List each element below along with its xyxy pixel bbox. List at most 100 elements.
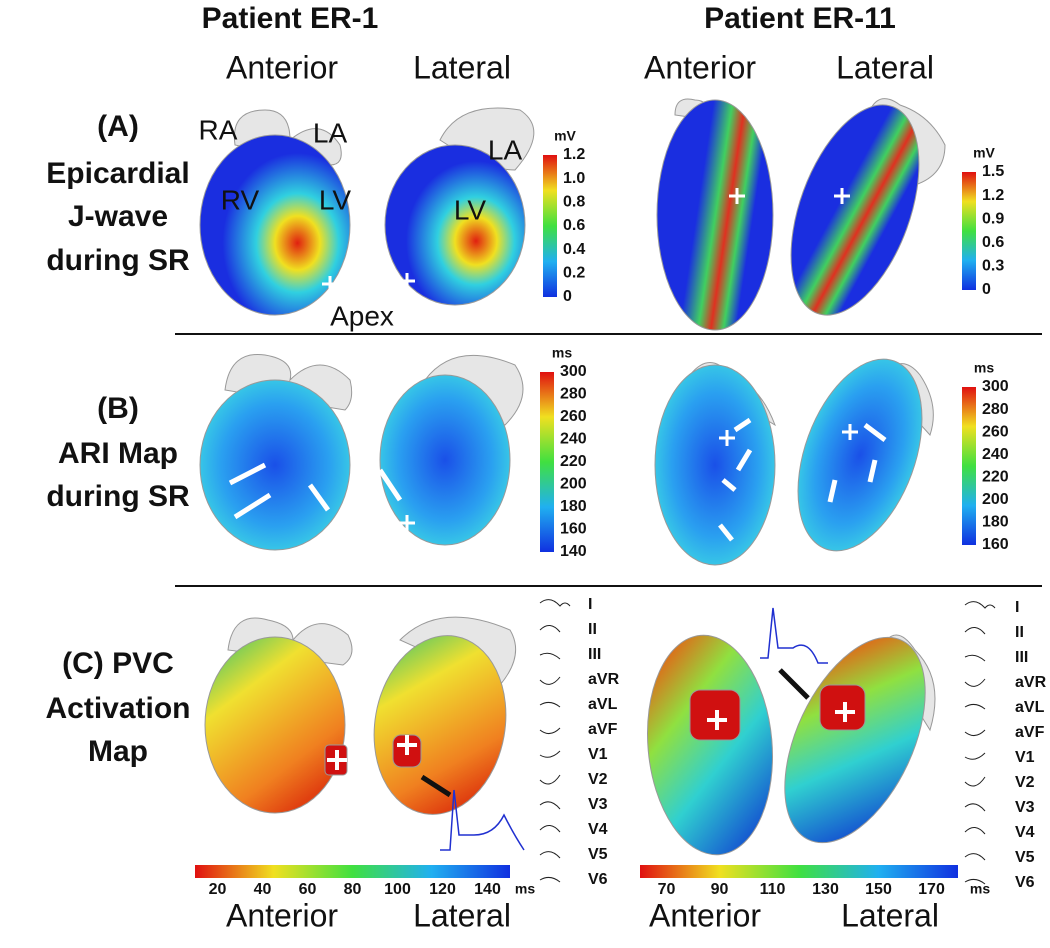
colorbar-tick-label: 140	[560, 543, 587, 560]
view-label: Lateral	[413, 897, 511, 933]
view-label: Anterior	[644, 49, 756, 85]
anatomy-label: LA	[313, 117, 348, 148]
colorbar	[640, 865, 958, 878]
lead-label: V5	[588, 846, 608, 863]
view-label: Lateral	[836, 49, 934, 85]
colorbar-tick-label: 110	[760, 881, 786, 898]
view-label: Anterior	[649, 897, 761, 933]
colorbar-tick-label: 80	[344, 881, 362, 898]
lead-label: aVR	[588, 671, 620, 688]
row-label: during SR	[46, 480, 190, 513]
anatomy-label: LA	[488, 134, 523, 165]
colorbar-tick-label: 0.3	[982, 258, 1004, 275]
colorbar-tick-label: 200	[560, 476, 587, 493]
lead-label: V4	[588, 821, 608, 838]
colorbar-tick-label: 300	[560, 363, 587, 380]
colorbar-tick-label: 1.0	[563, 170, 585, 187]
colorbar-tick-label: 150	[865, 881, 892, 898]
colorbar-tick-label: 40	[254, 881, 272, 898]
arrows	[228, 417, 887, 542]
colorbar-tick-label: 140	[474, 881, 501, 898]
anatomy-label: LV	[319, 184, 351, 215]
colorbar-tick-label: 1.2	[982, 187, 1004, 204]
view-label: Lateral	[413, 49, 511, 85]
colorbar-tick-label: 90	[711, 881, 729, 898]
patient-title: Patient ER-1	[202, 2, 379, 35]
colorbar-tick-label: 0.9	[982, 210, 1004, 227]
colorbar-tick-label: 240	[982, 446, 1009, 463]
colorbar-unit: ms	[552, 345, 572, 361]
lead-label: V5	[1015, 849, 1035, 866]
colorbar-unit: ms	[515, 881, 535, 897]
lead-label: aVL	[588, 696, 618, 713]
lead-label: I	[1015, 599, 1019, 616]
lead-label: III	[588, 646, 601, 663]
lead-label: V6	[588, 871, 608, 888]
colorbar-tick-label: 220	[560, 453, 587, 470]
colorbar	[195, 865, 510, 878]
colorbar-tick-label: 300	[982, 378, 1009, 395]
ecg-traces	[539, 599, 996, 885]
lead-label: III	[1015, 649, 1028, 666]
pointer-arrows	[420, 668, 810, 798]
lead-label: V1	[1015, 749, 1035, 766]
colorbar	[543, 155, 557, 297]
colorbar-tick-label: 0.6	[982, 234, 1004, 251]
lead-label: aVR	[1015, 674, 1047, 691]
lead-label: V2	[588, 771, 608, 788]
colorbar-tick-label: 0.6	[563, 217, 585, 234]
row-label: Epicardial	[46, 157, 189, 190]
lead-label: aVF	[1015, 724, 1045, 741]
colorbar-tick-label: 260	[982, 423, 1009, 440]
colorbar-tick-label: 160	[560, 521, 587, 538]
row-label: during SR	[46, 244, 190, 277]
colorbar-tick-label: 280	[560, 386, 587, 403]
colorbar-tick-label: 120	[429, 881, 456, 898]
patient-title: Patient ER-11	[704, 2, 896, 35]
view-label: Anterior	[226, 897, 338, 933]
colorbar-tick-label: 70	[658, 881, 676, 898]
lead-label: II	[1015, 624, 1024, 641]
colorbar-tick-label: 20	[209, 881, 227, 898]
colorbar-tick-label: 180	[982, 514, 1009, 531]
colorbar-tick-label: 0.2	[563, 265, 585, 282]
colorbar-tick-label: 240	[560, 431, 587, 448]
colorbar-unit: ms	[974, 360, 994, 376]
view-label: Lateral	[841, 897, 939, 933]
colorbar-tick-label: 0	[982, 281, 991, 298]
lead-label: II	[588, 621, 597, 638]
anatomy-label: RV	[221, 184, 260, 215]
row-label: Activation	[45, 692, 190, 725]
colorbar-unit: ms	[970, 881, 990, 897]
lead-label: V2	[1015, 774, 1035, 791]
row-label: ARI Map	[58, 437, 178, 470]
row-label: Map	[88, 735, 148, 768]
colorbar-tick-label: 60	[299, 881, 317, 898]
colorbar-tick-label: 1.2	[563, 146, 585, 163]
lead-label: V6	[1015, 874, 1035, 891]
separators	[175, 333, 1042, 587]
markers	[322, 188, 858, 770]
colorbar	[962, 387, 976, 545]
lead-label: aVF	[588, 721, 618, 738]
lead-label: I	[588, 596, 592, 613]
colorbar-tick-label: 1.5	[982, 163, 1004, 180]
colorbar-tick-label: 100	[384, 881, 411, 898]
colorbar-tick-label: 220	[982, 469, 1009, 486]
colorbar-tick-label: 170	[918, 881, 945, 898]
anatomy-label: Apex	[330, 300, 394, 331]
colorbar-tick-label: 260	[560, 408, 587, 425]
view-label: Anterior	[226, 49, 338, 85]
row-label: (B)	[97, 392, 139, 425]
lead-label: aVL	[1015, 699, 1045, 716]
colorbar	[540, 372, 554, 552]
colorbar-tick-label: 200	[982, 491, 1009, 508]
anatomy-label: RA	[199, 114, 238, 145]
colorbar-tick-label: 280	[982, 401, 1009, 418]
lead-label: V1	[588, 746, 608, 763]
colorbar-unit: mV	[973, 145, 995, 161]
colorbar-tick-label: 0	[563, 288, 572, 305]
colorbar-tick-label: 0.8	[563, 194, 585, 211]
colorbar-tick-label: 180	[560, 498, 587, 515]
